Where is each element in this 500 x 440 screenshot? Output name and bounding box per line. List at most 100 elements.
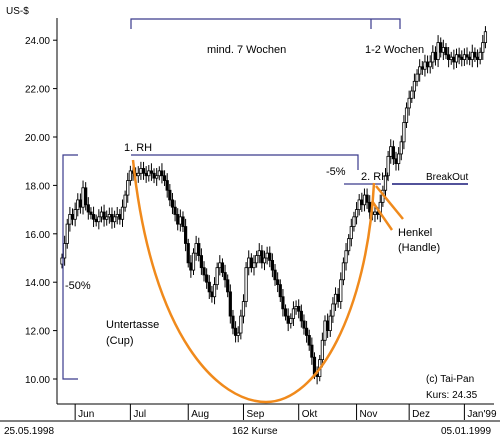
candle-down: [312, 356, 317, 375]
candle-up: [449, 56, 453, 60]
footer-end-date: 05.01.1999: [441, 426, 491, 437]
y-tick-label: 24.00: [25, 36, 50, 47]
candle-up: [113, 216, 117, 223]
candle-up: [291, 308, 296, 319]
candle-down: [273, 269, 277, 281]
candle-down: [91, 214, 96, 220]
candle-up: [462, 54, 466, 60]
candle-down: [460, 56, 464, 60]
candle-up: [68, 214, 72, 225]
rh1-label: 1. RH: [124, 142, 152, 154]
candle-up: [294, 305, 298, 310]
candle-up: [239, 315, 243, 334]
candle-up: [441, 47, 445, 53]
candle-down: [176, 214, 180, 225]
candle-up: [147, 170, 151, 177]
candle-up: [410, 90, 414, 99]
x-tick-label: Dez: [412, 409, 430, 420]
cup-label-2: (Cup): [106, 335, 134, 347]
candle-down: [160, 170, 164, 177]
candle-down: [457, 54, 461, 58]
candle-up: [320, 339, 324, 361]
rh2-label: 2. RH: [361, 171, 389, 183]
candle-up: [323, 320, 327, 341]
candle-down: [78, 199, 83, 208]
x-tick-label: Jan'99: [467, 409, 497, 420]
candle-up: [407, 97, 411, 109]
candle-up: [399, 141, 403, 155]
candle-down: [468, 56, 472, 60]
candle-down: [228, 291, 232, 317]
candle-down: [278, 284, 282, 298]
candle-up: [404, 107, 409, 123]
candle-down: [223, 272, 227, 281]
y-unit-label: US-$: [6, 6, 29, 17]
candle-down: [420, 66, 424, 70]
candle-up: [178, 216, 182, 225]
candle-down: [360, 199, 364, 206]
candle-down: [186, 243, 190, 264]
candle-up: [247, 257, 251, 269]
candle-up: [357, 199, 361, 210]
candle-up: [244, 267, 248, 302]
candle-up: [191, 252, 196, 271]
candle-down: [205, 274, 209, 283]
candle-up: [120, 206, 125, 220]
candle-up: [349, 226, 353, 240]
candle-down: [475, 56, 480, 60]
x-tick-label: Nov: [360, 409, 378, 420]
candle-down: [162, 175, 167, 181]
candle-up: [155, 175, 159, 179]
candle-up: [373, 211, 377, 215]
candle-down: [365, 194, 369, 203]
copyright-label: (c) Tai-Pan: [426, 374, 474, 385]
candle-up: [354, 209, 359, 218]
candle-up: [128, 170, 132, 181]
candle-down: [152, 172, 156, 179]
candle-up: [339, 279, 343, 302]
candle-down: [210, 291, 214, 298]
candle-up: [126, 180, 130, 196]
candle-up: [402, 122, 406, 143]
candle-down: [168, 189, 172, 201]
handle-line-lower: [370, 200, 394, 231]
minus5-label: -5%: [326, 166, 346, 178]
candle-down: [391, 146, 395, 160]
candle-down: [439, 42, 443, 53]
candle-up: [241, 301, 246, 317]
candle-down: [302, 320, 306, 329]
candle-down: [336, 293, 340, 302]
candle-up: [386, 155, 390, 177]
candle-up: [236, 332, 240, 336]
x-tick-label: Jun: [78, 409, 94, 420]
candle-up: [257, 250, 261, 256]
candle-down: [281, 296, 285, 310]
y-tick-label: 16.00: [25, 230, 50, 241]
candle-up: [97, 216, 101, 223]
candle-down: [89, 211, 93, 215]
candle-down: [310, 344, 314, 358]
candle-down: [165, 180, 169, 191]
candle-down: [181, 216, 185, 227]
handle-line-upper: [375, 185, 404, 220]
candle-up: [331, 303, 335, 317]
x-tick-label: Okt: [302, 409, 318, 420]
annotation-layer: [62, 18, 468, 404]
candle-up: [255, 255, 259, 264]
candle-down: [297, 305, 301, 312]
candle-down: [473, 51, 477, 58]
y-axis-ticks: 10.00 12.00 14.00 16.00 18.00 20.00 22.00 24.00: [25, 36, 57, 386]
candle-up: [428, 61, 432, 68]
candle-down: [118, 214, 122, 220]
candle-up: [347, 238, 351, 252]
candle-up: [262, 257, 267, 264]
weeks-1-2-label: 1-2 Wochen: [365, 44, 424, 56]
y-tick-label: 14.00: [25, 278, 50, 289]
y-tick-label: 10.00: [25, 375, 50, 386]
candle-down: [394, 158, 398, 165]
candle-up: [415, 73, 419, 82]
candle-up: [63, 243, 67, 259]
candle-down: [110, 214, 114, 223]
candle-up: [481, 42, 485, 53]
